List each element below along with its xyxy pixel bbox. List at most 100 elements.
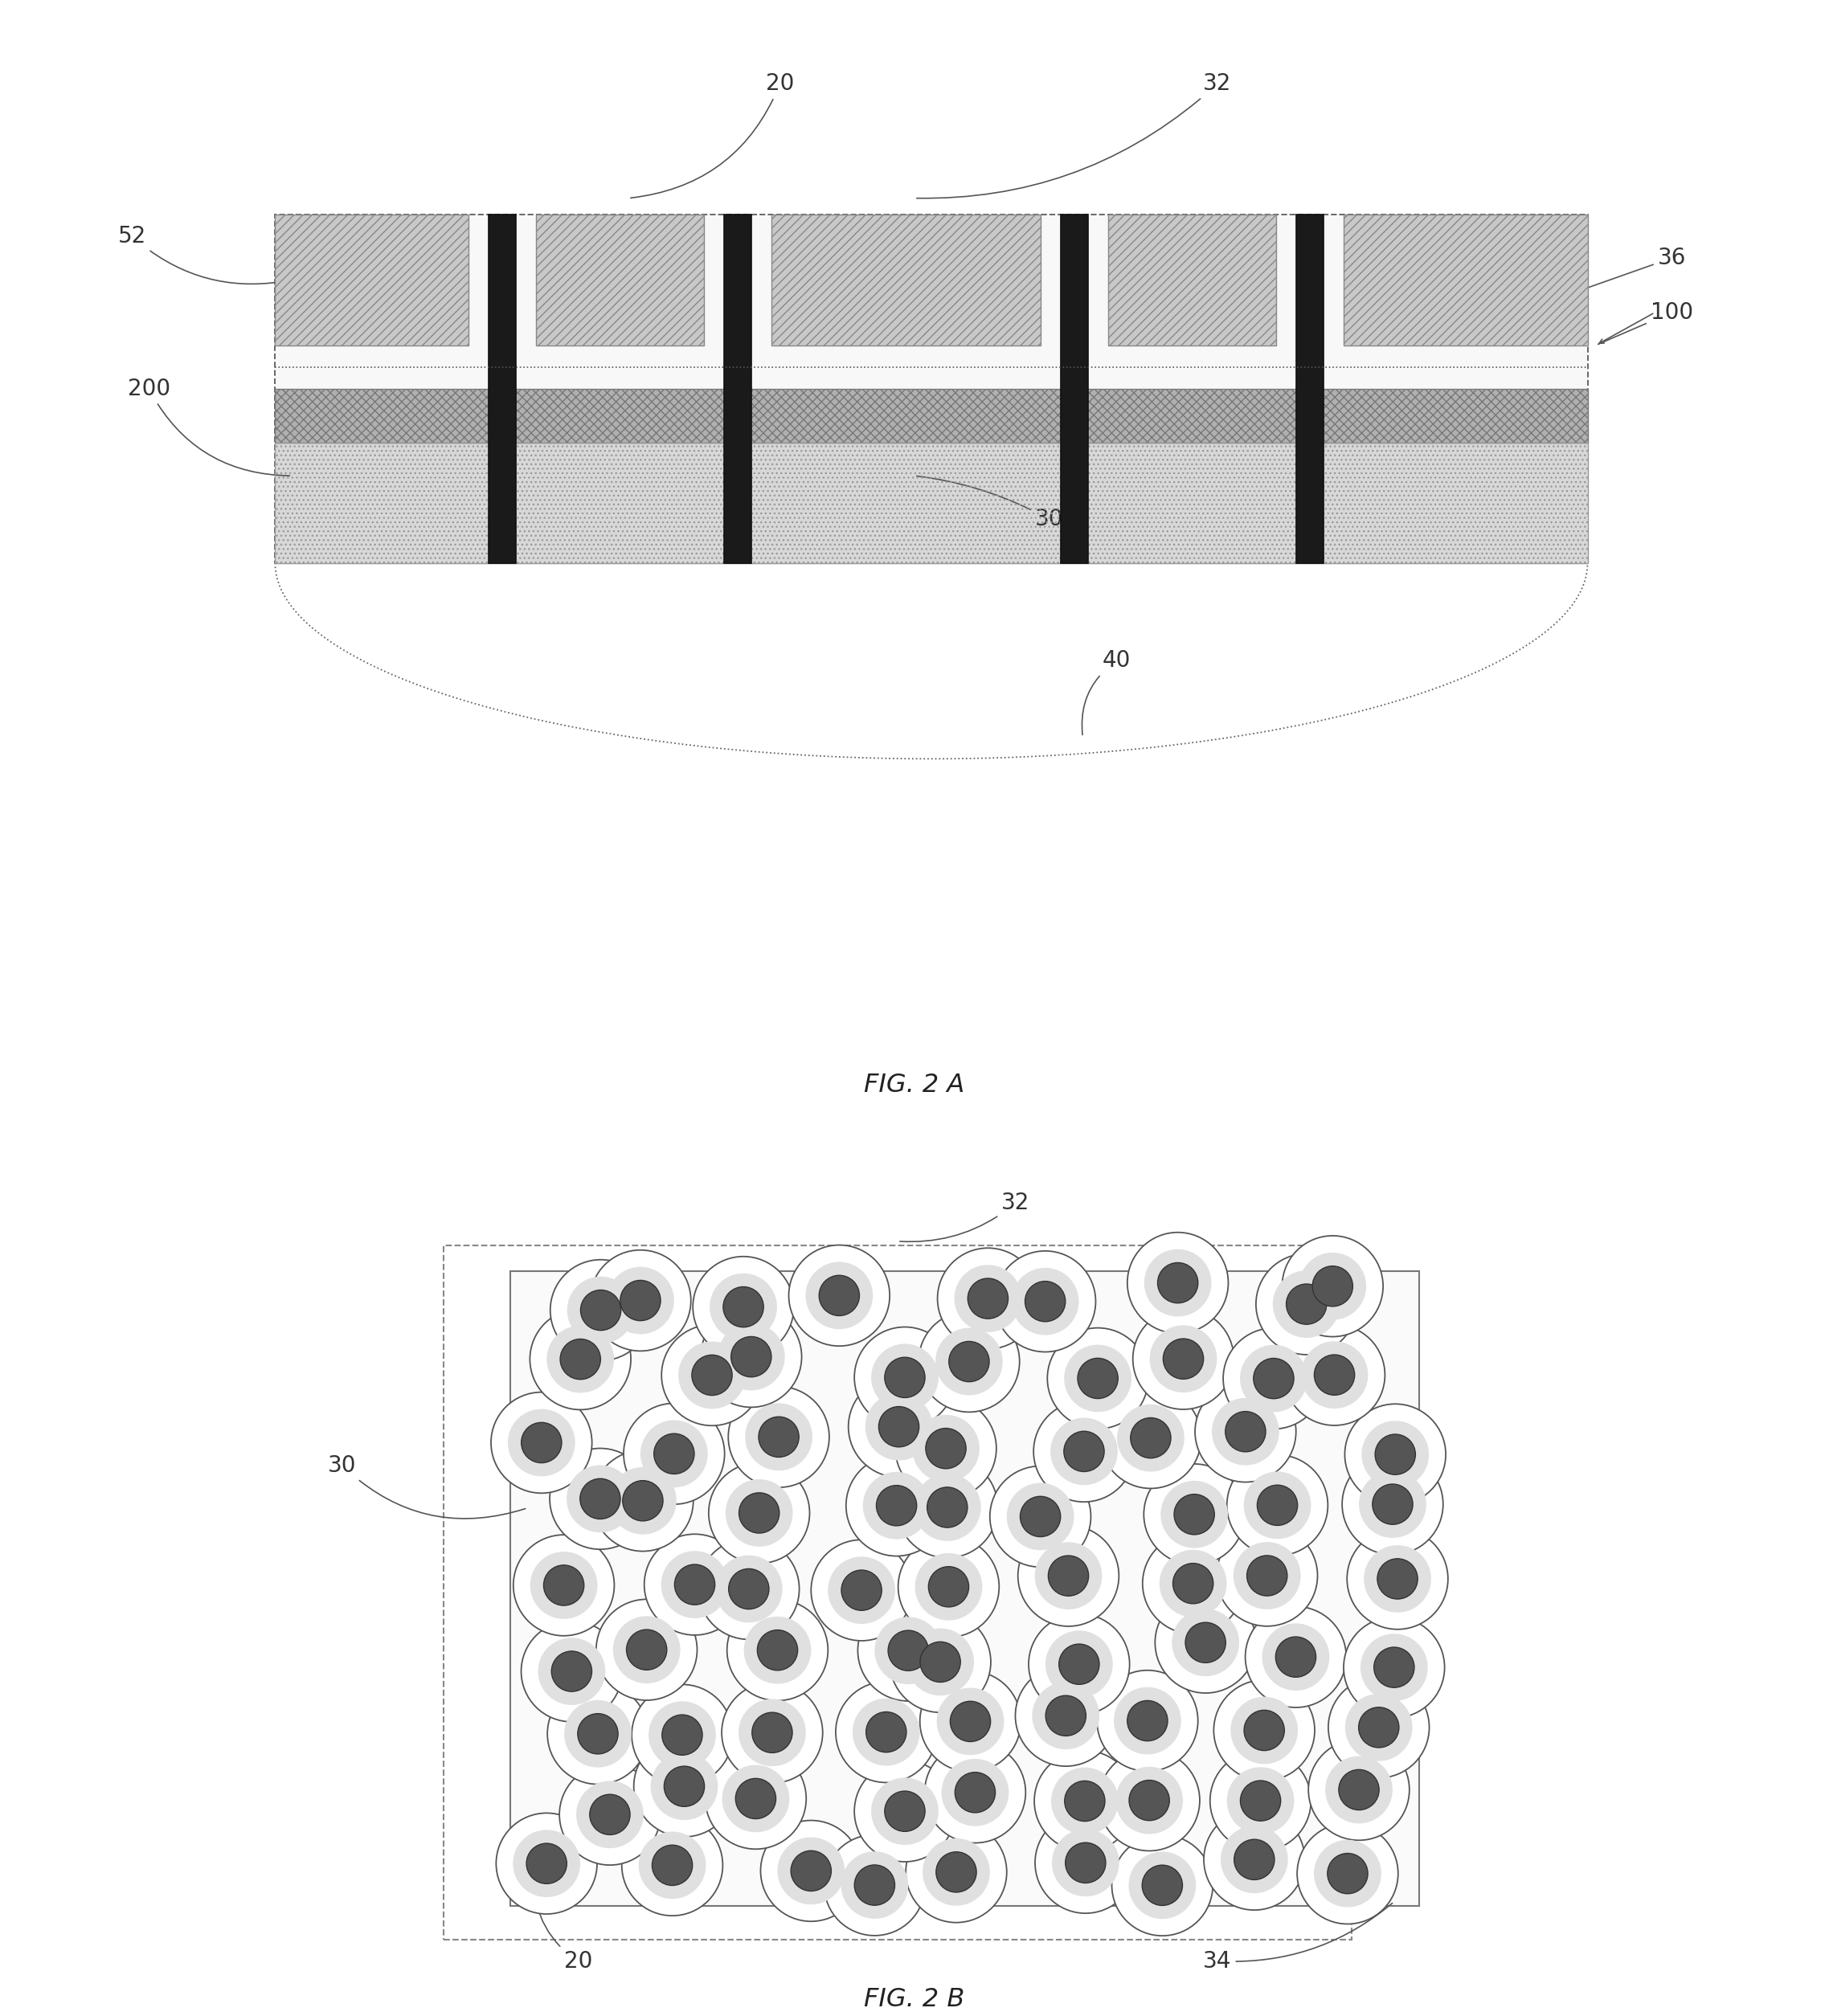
Ellipse shape <box>1161 1482 1227 1548</box>
Ellipse shape <box>521 1423 562 1464</box>
Ellipse shape <box>1011 1268 1079 1335</box>
Ellipse shape <box>849 1377 949 1478</box>
Ellipse shape <box>936 1853 977 1893</box>
Ellipse shape <box>722 1681 823 1782</box>
Ellipse shape <box>1046 1631 1112 1697</box>
Bar <box>536 214 704 345</box>
Ellipse shape <box>1099 1750 1200 1851</box>
Ellipse shape <box>914 1474 980 1540</box>
Text: 32: 32 <box>900 1191 1030 1242</box>
Ellipse shape <box>576 1780 644 1849</box>
Ellipse shape <box>563 1699 631 1768</box>
Ellipse shape <box>1220 1826 1288 1893</box>
Ellipse shape <box>922 1839 989 1905</box>
Ellipse shape <box>1128 1851 1196 1919</box>
Ellipse shape <box>1216 1526 1317 1627</box>
Ellipse shape <box>1032 1681 1099 1750</box>
Ellipse shape <box>1203 1808 1304 1909</box>
Ellipse shape <box>701 1306 801 1407</box>
Ellipse shape <box>752 1712 792 1752</box>
Ellipse shape <box>1326 1756 1392 1822</box>
Ellipse shape <box>925 1742 1026 1843</box>
Ellipse shape <box>543 1564 583 1605</box>
Text: 34: 34 <box>1203 1903 1392 1972</box>
Ellipse shape <box>1361 1421 1428 1488</box>
Ellipse shape <box>1128 1780 1169 1820</box>
Ellipse shape <box>1313 1841 1381 1907</box>
Ellipse shape <box>490 1393 593 1494</box>
Ellipse shape <box>679 1341 746 1409</box>
Ellipse shape <box>871 1778 938 1845</box>
Text: 36: 36 <box>1582 246 1686 290</box>
Text: 20: 20 <box>536 1903 593 1972</box>
Ellipse shape <box>1299 1252 1366 1320</box>
Ellipse shape <box>936 1687 1004 1756</box>
Ellipse shape <box>675 1564 715 1605</box>
Ellipse shape <box>715 1554 783 1623</box>
Ellipse shape <box>1048 1556 1088 1597</box>
Ellipse shape <box>726 1480 792 1546</box>
Ellipse shape <box>1308 1740 1410 1841</box>
Bar <box>536 214 704 345</box>
Ellipse shape <box>662 1716 702 1756</box>
Ellipse shape <box>790 1851 830 1891</box>
Ellipse shape <box>1342 1454 1443 1554</box>
Ellipse shape <box>560 1339 600 1379</box>
Bar <box>772 214 1041 345</box>
Ellipse shape <box>777 1837 845 1905</box>
Ellipse shape <box>1273 1270 1341 1339</box>
Text: 200: 200 <box>128 377 289 476</box>
Ellipse shape <box>1064 1345 1132 1411</box>
Ellipse shape <box>1033 1401 1134 1502</box>
Ellipse shape <box>1235 1839 1275 1879</box>
Ellipse shape <box>1246 1607 1346 1708</box>
Ellipse shape <box>1035 1542 1103 1609</box>
Ellipse shape <box>885 1790 925 1831</box>
Ellipse shape <box>907 1629 975 1695</box>
Ellipse shape <box>1300 1341 1368 1409</box>
Bar <box>443 1246 1352 1939</box>
Ellipse shape <box>1141 1865 1183 1905</box>
Ellipse shape <box>620 1280 660 1320</box>
Ellipse shape <box>1156 1593 1257 1693</box>
Ellipse shape <box>1185 1623 1225 1663</box>
Ellipse shape <box>891 1611 991 1712</box>
Ellipse shape <box>722 1286 763 1327</box>
Ellipse shape <box>635 1736 735 1837</box>
Ellipse shape <box>496 1812 596 1913</box>
Ellipse shape <box>1227 1768 1295 1835</box>
Ellipse shape <box>551 1260 651 1361</box>
Ellipse shape <box>596 1599 697 1699</box>
Ellipse shape <box>1344 1693 1412 1762</box>
Bar <box>274 389 1588 444</box>
Ellipse shape <box>1313 1266 1353 1306</box>
Ellipse shape <box>1160 1550 1227 1617</box>
Ellipse shape <box>1231 1697 1299 1764</box>
Ellipse shape <box>874 1617 942 1683</box>
Ellipse shape <box>858 1601 958 1702</box>
Ellipse shape <box>1127 1232 1229 1333</box>
Ellipse shape <box>613 1617 680 1683</box>
Ellipse shape <box>898 1536 999 1637</box>
Ellipse shape <box>1361 1633 1428 1702</box>
Text: 100: 100 <box>1599 300 1694 345</box>
Ellipse shape <box>1033 1750 1136 1851</box>
Text: FIG. 2 A: FIG. 2 A <box>863 1073 966 1099</box>
Ellipse shape <box>1118 1405 1185 1472</box>
Bar <box>1061 214 1088 562</box>
Ellipse shape <box>871 1345 938 1411</box>
Ellipse shape <box>653 1845 693 1885</box>
Ellipse shape <box>949 1341 989 1381</box>
Bar <box>274 444 1588 562</box>
Text: FIG. 2 B: FIG. 2 B <box>863 1988 966 2012</box>
Ellipse shape <box>1253 1359 1293 1399</box>
Ellipse shape <box>644 1534 744 1635</box>
Ellipse shape <box>512 1831 580 1897</box>
Ellipse shape <box>521 1621 622 1722</box>
Ellipse shape <box>1046 1695 1086 1736</box>
Ellipse shape <box>1059 1643 1099 1685</box>
Ellipse shape <box>627 1629 668 1669</box>
Ellipse shape <box>1328 1677 1428 1778</box>
Ellipse shape <box>1077 1359 1118 1399</box>
Ellipse shape <box>878 1407 918 1447</box>
